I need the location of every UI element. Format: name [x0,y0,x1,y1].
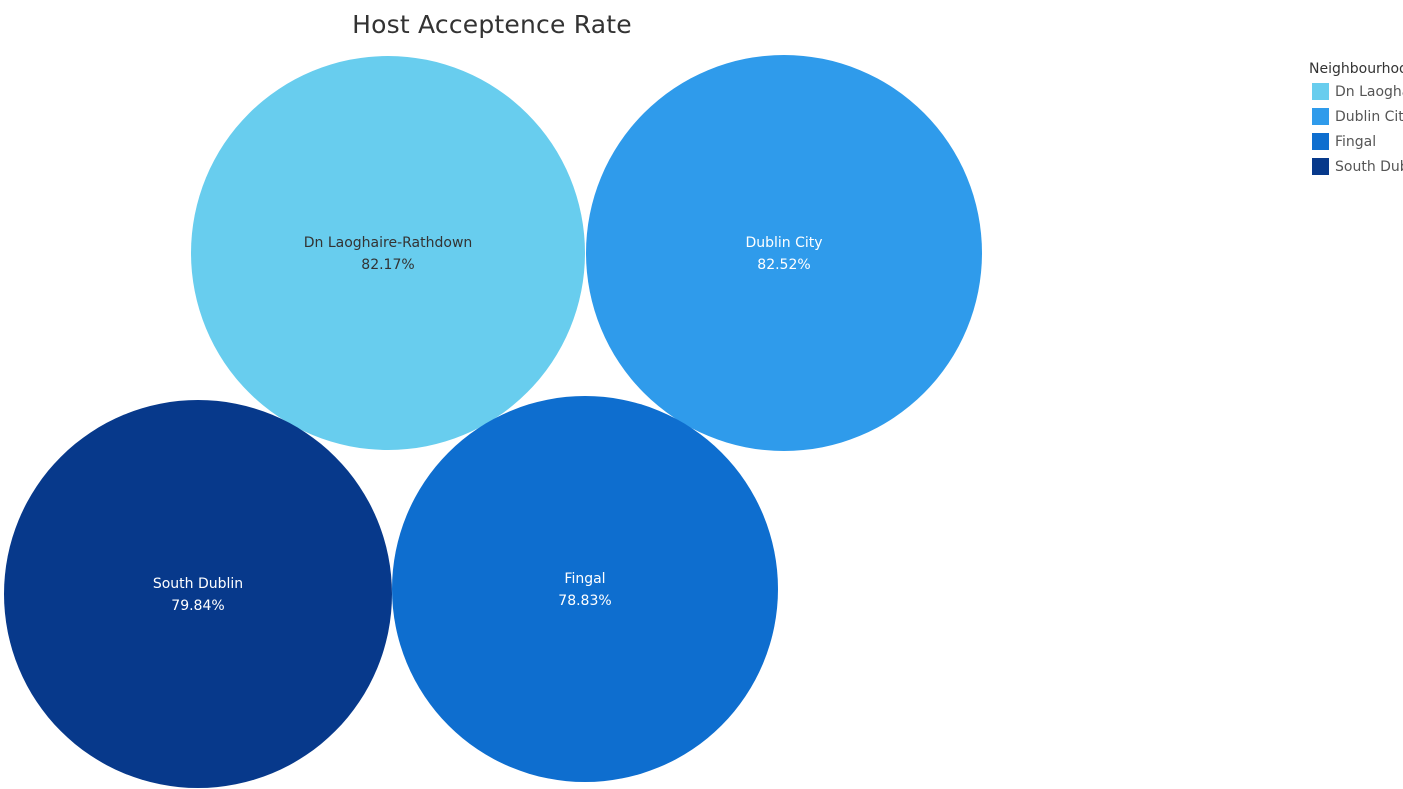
bubble-category-label: Fingal [564,571,605,587]
bubble-value-label: 78.83% [558,593,611,609]
legend-item-dublin-city[interactable]: Dublin City [1309,104,1403,129]
chart-title: Host Acceptence Rate [352,10,632,39]
legend-title: Neighbourhood [1309,61,1403,77]
legend-swatch [1312,108,1329,125]
bubble-value-label: 79.84% [171,598,224,614]
bubble-mark[interactable] [4,400,392,788]
bubble-mark[interactable] [586,55,982,451]
bubble-value-label: 82.52% [757,257,810,273]
legend-item-south-dublin[interactable]: South Dublin [1309,154,1403,179]
bubble-south-dublin[interactable]: South Dublin 79.84% [4,400,392,788]
legend-label: Dn Laoghaire-Rathdown [1335,83,1403,100]
legend-label: Fingal [1335,133,1377,150]
legend: Neighbourhood Dn Laoghaire-Rathdown Dubl… [1309,59,1403,179]
legend-item-fingal[interactable]: Fingal [1309,129,1403,154]
bubble-dublin-city[interactable]: Dublin City 82.52% [586,55,982,451]
legend-swatch [1312,158,1329,175]
legend-swatch [1312,83,1329,100]
bubble-fingal[interactable]: Fingal 78.83% [392,396,778,782]
bubble-category-label: Dublin City [745,235,822,251]
legend-label: South Dublin [1335,158,1403,175]
bubble-category-label: Dn Laoghaire-Rathdown [304,235,473,251]
bubble-mark[interactable] [392,396,778,782]
bubble-dn-laoghaire-rathdown[interactable]: Dn Laoghaire-Rathdown 82.17% [191,56,585,450]
legend-swatch [1312,133,1329,150]
bubble-category-label: South Dublin [153,576,243,592]
legend-item-dn-laoghaire-rathdown[interactable]: Dn Laoghaire-Rathdown [1309,79,1403,104]
legend-label: Dublin City [1335,108,1403,125]
bubble-mark[interactable] [191,56,585,450]
bubble-value-label: 82.17% [361,257,414,273]
